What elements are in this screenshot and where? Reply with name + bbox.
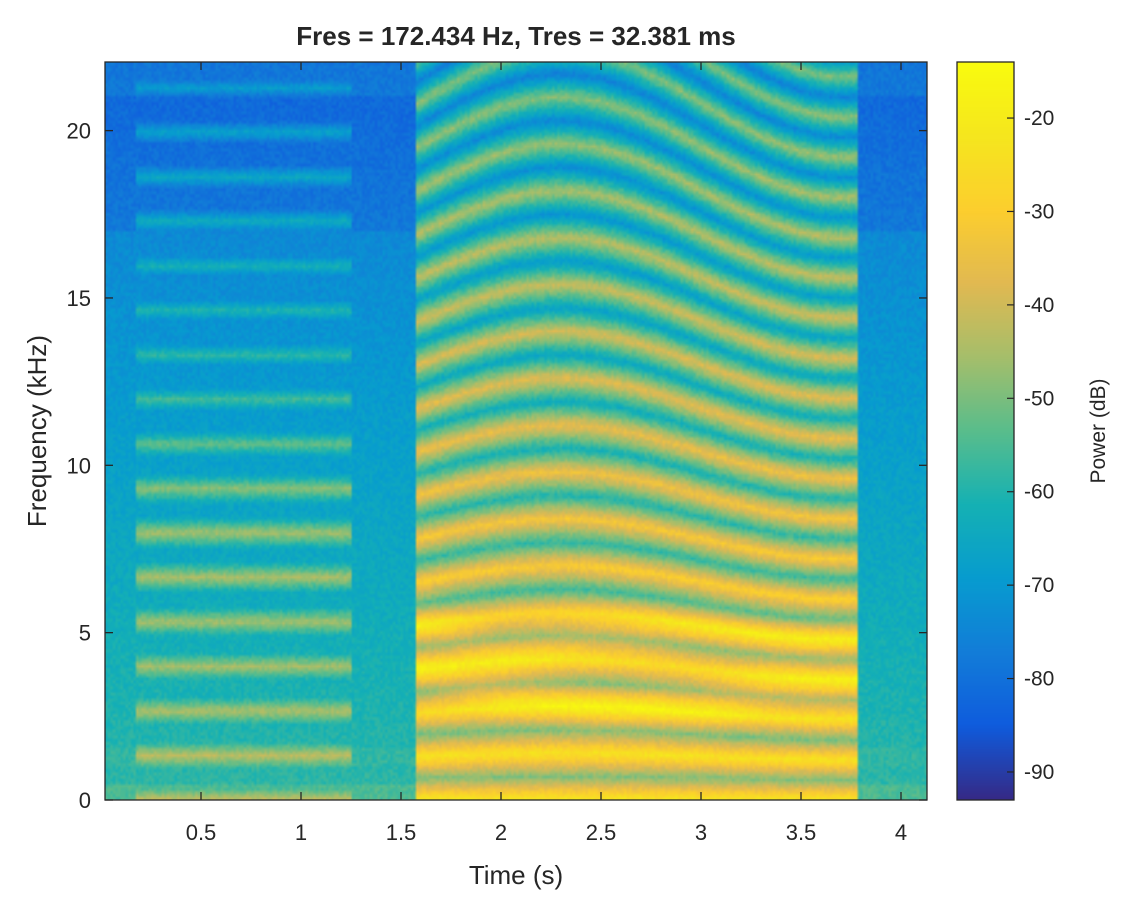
colorbar-tick-label: -30	[1024, 200, 1054, 223]
x-axis-label: Time (s)	[469, 860, 563, 890]
colorbar-tick-label: -80	[1024, 668, 1054, 691]
y-tick-label: 15	[67, 286, 91, 311]
colorbar-tick-label: -50	[1024, 387, 1054, 410]
x-tick-label: 1.5	[386, 820, 417, 845]
colorbar-ticks: -20 -30 -40 -50 -60 -70 -80 -90	[1007, 107, 1054, 784]
colorbar-tick-label: -70	[1024, 574, 1054, 597]
x-axis: 0.5 1 1.5 2 2.5 3 3.5 4	[186, 62, 907, 845]
colorbar-tick-label: -40	[1024, 294, 1054, 317]
x-tick-label: 0.5	[186, 820, 217, 845]
x-tick-label: 1	[295, 820, 307, 845]
x-tick-label: 2	[495, 820, 507, 845]
x-tick-label: 3	[695, 820, 707, 845]
colorbar: -20 -30 -40 -50 -60 -70 -80 -90	[956, 61, 1054, 801]
y-tick-label: 20	[67, 119, 91, 144]
x-tick-label: 3.5	[786, 820, 817, 845]
colorbar-gradient	[957, 62, 1014, 800]
y-tick-label: 5	[79, 621, 91, 646]
colorbar-tick-label: -20	[1024, 107, 1054, 130]
colorbar-label: Power (dB)	[1087, 378, 1110, 483]
x-tick-label: 4	[895, 820, 907, 845]
y-tick-label: 10	[67, 453, 91, 478]
colorbar-tick-label: -90	[1024, 761, 1054, 784]
x-tick-label: 2.5	[586, 820, 617, 845]
spectrogram-image	[105, 62, 927, 800]
chart-title: Fres = 172.434 Hz, Tres = 32.381 ms	[296, 21, 735, 51]
plot-frame	[104, 61, 928, 801]
colorbar-frame	[956, 61, 1015, 801]
y-tick-label: 0	[79, 788, 91, 813]
plot-area	[104, 61, 928, 801]
colorbar-tick-label: -60	[1024, 481, 1054, 504]
y-axis: 0 5 10 15 20	[67, 119, 927, 813]
y-axis-label: Frequency (kHz)	[22, 335, 52, 527]
